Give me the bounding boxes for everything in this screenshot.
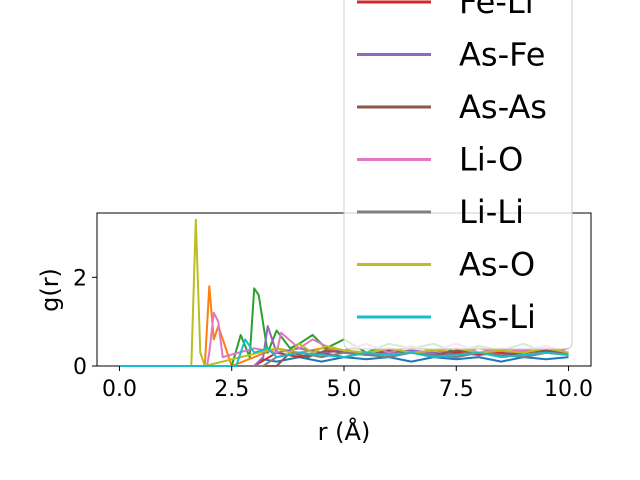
x-ticks: 0.0 2.5 5.0 7.5 10.0: [102, 366, 593, 402]
x-tick-label: 5.0: [327, 377, 362, 402]
x-tick-label: 10.0: [544, 377, 593, 402]
x-tick-label: 0.0: [102, 377, 137, 402]
series-layer: [119, 218, 569, 367]
legend-entry-label: Li-Li: [459, 193, 524, 231]
y-tick-label: 2: [73, 266, 87, 291]
legend-entry-label: As-As: [459, 88, 547, 126]
legend: Fe-Li As-Fe As-As Li-O Li-Li As-O As-Li: [343, 0, 573, 350]
x-tick-label: 2.5: [214, 377, 249, 402]
legend-entry-label: As-Fe: [459, 36, 545, 74]
legend-entry-label: Fe-Li: [459, 0, 534, 21]
x-axis-label: r (Å): [318, 417, 371, 446]
legend-entry-label: As-Li: [459, 298, 536, 336]
y-tick-label: 0: [73, 355, 87, 380]
y-axis-label: g(r): [36, 268, 64, 312]
series-line-9: [119, 218, 569, 367]
y-ticks: 02: [73, 266, 97, 380]
series-line-6: [119, 349, 569, 367]
legend-entry-label: As-O: [459, 246, 535, 284]
x-tick-label: 7.5: [439, 377, 474, 402]
legend-box: [343, 0, 573, 350]
series-line-10: [119, 338, 569, 367]
legend-entry-label: Li-O: [459, 141, 523, 179]
